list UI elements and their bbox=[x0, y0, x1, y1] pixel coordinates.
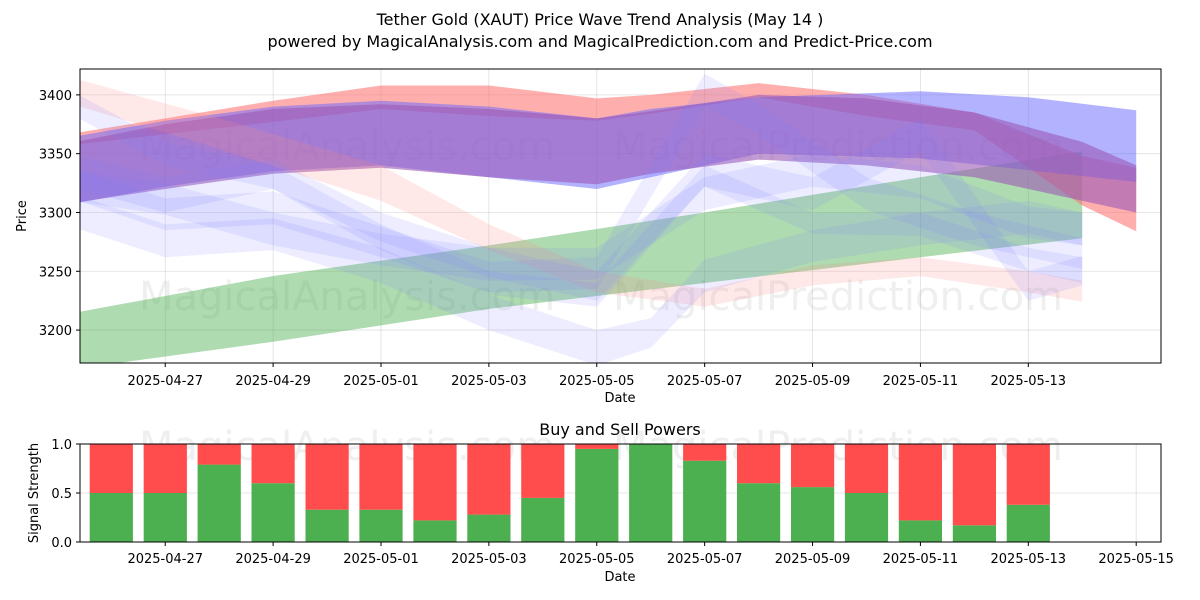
buy-bar bbox=[89, 493, 133, 542]
x-tick-label: 2025-05-03 bbox=[451, 374, 527, 389]
buy-bar bbox=[413, 520, 457, 542]
x-tick-label: 2025-04-27 bbox=[127, 552, 203, 567]
price-ticks: 2025-04-27 2025-04-29 2025-05-01 2025-05-03… bbox=[39, 89, 1066, 389]
sell-bar bbox=[844, 444, 889, 493]
buy-bar bbox=[521, 497, 565, 542]
buy-bar bbox=[251, 483, 295, 542]
sell-bar bbox=[197, 444, 241, 465]
price-panel: MagicalAnalysis.com MagicalPrediction.co… bbox=[15, 68, 1162, 406]
sell-bar bbox=[737, 444, 781, 484]
trend-band bbox=[80, 83, 1137, 232]
sell-bar bbox=[521, 444, 565, 498]
sell-bar bbox=[575, 444, 619, 449]
x-tick-label: 2025-05-13 bbox=[991, 552, 1067, 567]
y-tick-label: 0.5 bbox=[51, 487, 72, 502]
buy-bar bbox=[629, 444, 673, 542]
sell-bar bbox=[952, 444, 996, 526]
price-bands bbox=[80, 73, 1137, 363]
x-tick-label: 2025-04-29 bbox=[235, 374, 311, 389]
watermark-text: MagicalPrediction.com bbox=[613, 274, 1063, 320]
price-y-label: Price bbox=[15, 200, 30, 232]
signal-x-label: Date bbox=[604, 570, 635, 585]
buy-bar bbox=[467, 514, 511, 542]
y-tick-label: 3300 bbox=[39, 206, 72, 221]
sell-bar bbox=[305, 444, 349, 510]
sell-bar bbox=[683, 444, 727, 461]
trend-band bbox=[80, 73, 1083, 293]
x-tick-label: 2025-05-01 bbox=[343, 374, 419, 389]
buy-bar bbox=[575, 448, 619, 542]
x-tick-label: 2025-04-29 bbox=[235, 552, 311, 567]
signal-title: Buy and Sell Powers bbox=[539, 420, 701, 439]
buy-bar bbox=[898, 520, 942, 542]
x-tick-label: 2025-04-27 bbox=[127, 374, 203, 389]
y-tick-label: 0.0 bbox=[51, 536, 72, 551]
buy-bar bbox=[844, 493, 889, 542]
price-x-label: Date bbox=[604, 391, 635, 406]
x-tick-label: 2025-05-05 bbox=[559, 552, 635, 567]
sell-bar bbox=[359, 444, 403, 510]
sell-bar bbox=[898, 444, 942, 521]
signal-panel: Buy and Sell Powers MagicalAnalysis.com … bbox=[27, 420, 1174, 585]
signal-ticks: 2025-04-27 2025-04-29 2025-05-01 2025-05-03… bbox=[51, 438, 1174, 567]
x-tick-label: 2025-05-05 bbox=[559, 374, 635, 389]
sell-bar bbox=[143, 444, 187, 493]
x-tick-label: 2025-05-13 bbox=[991, 374, 1067, 389]
sell-bar bbox=[89, 444, 133, 493]
x-tick-label: 2025-05-07 bbox=[667, 552, 743, 567]
sell-bar bbox=[1006, 444, 1050, 505]
trend-band bbox=[80, 94, 1137, 213]
x-tick-label: 2025-05-01 bbox=[343, 552, 419, 567]
x-tick-label: 2025-05-15 bbox=[1098, 552, 1174, 567]
x-tick-label: 2025-05-11 bbox=[883, 552, 959, 567]
sell-bar bbox=[413, 444, 457, 521]
watermark-text: MagicalAnalysis.com bbox=[139, 274, 555, 320]
trend-band bbox=[80, 153, 1083, 281]
y-tick-label: 1.0 bbox=[51, 438, 72, 453]
y-tick-label: 3400 bbox=[39, 89, 72, 104]
x-tick-label: 2025-05-09 bbox=[775, 374, 851, 389]
y-tick-label: 3350 bbox=[39, 148, 72, 163]
buy-bar bbox=[143, 493, 187, 542]
buy-bar bbox=[737, 483, 781, 542]
sell-bar bbox=[791, 444, 835, 488]
buy-bar bbox=[683, 460, 727, 542]
signal-bars bbox=[89, 444, 1050, 542]
buy-bar bbox=[305, 509, 349, 542]
y-tick-label: 3250 bbox=[39, 265, 72, 280]
buy-bar bbox=[952, 525, 996, 542]
x-tick-label: 2025-05-07 bbox=[667, 374, 743, 389]
x-tick-label: 2025-05-11 bbox=[883, 374, 959, 389]
trend-band bbox=[80, 196, 1083, 363]
buy-bar bbox=[1006, 504, 1050, 542]
signal-y-label: Signal Strength bbox=[27, 443, 42, 543]
chart-title: Tether Gold (XAUT) Price Wave Trend Anal… bbox=[376, 10, 824, 29]
sell-bar bbox=[251, 444, 295, 484]
y-tick-label: 3200 bbox=[39, 324, 72, 339]
sell-bar bbox=[467, 444, 511, 515]
chart-subtitle: powered by MagicalAnalysis.com and Magic… bbox=[267, 32, 932, 51]
buy-bar bbox=[359, 509, 403, 542]
trend-band bbox=[80, 151, 1083, 363]
price-frame bbox=[79, 68, 1162, 364]
x-tick-label: 2025-05-03 bbox=[451, 552, 527, 567]
trend-band bbox=[80, 79, 1083, 307]
x-tick-label: 2025-05-09 bbox=[775, 552, 851, 567]
buy-bar bbox=[791, 487, 835, 542]
buy-bar bbox=[197, 464, 241, 542]
